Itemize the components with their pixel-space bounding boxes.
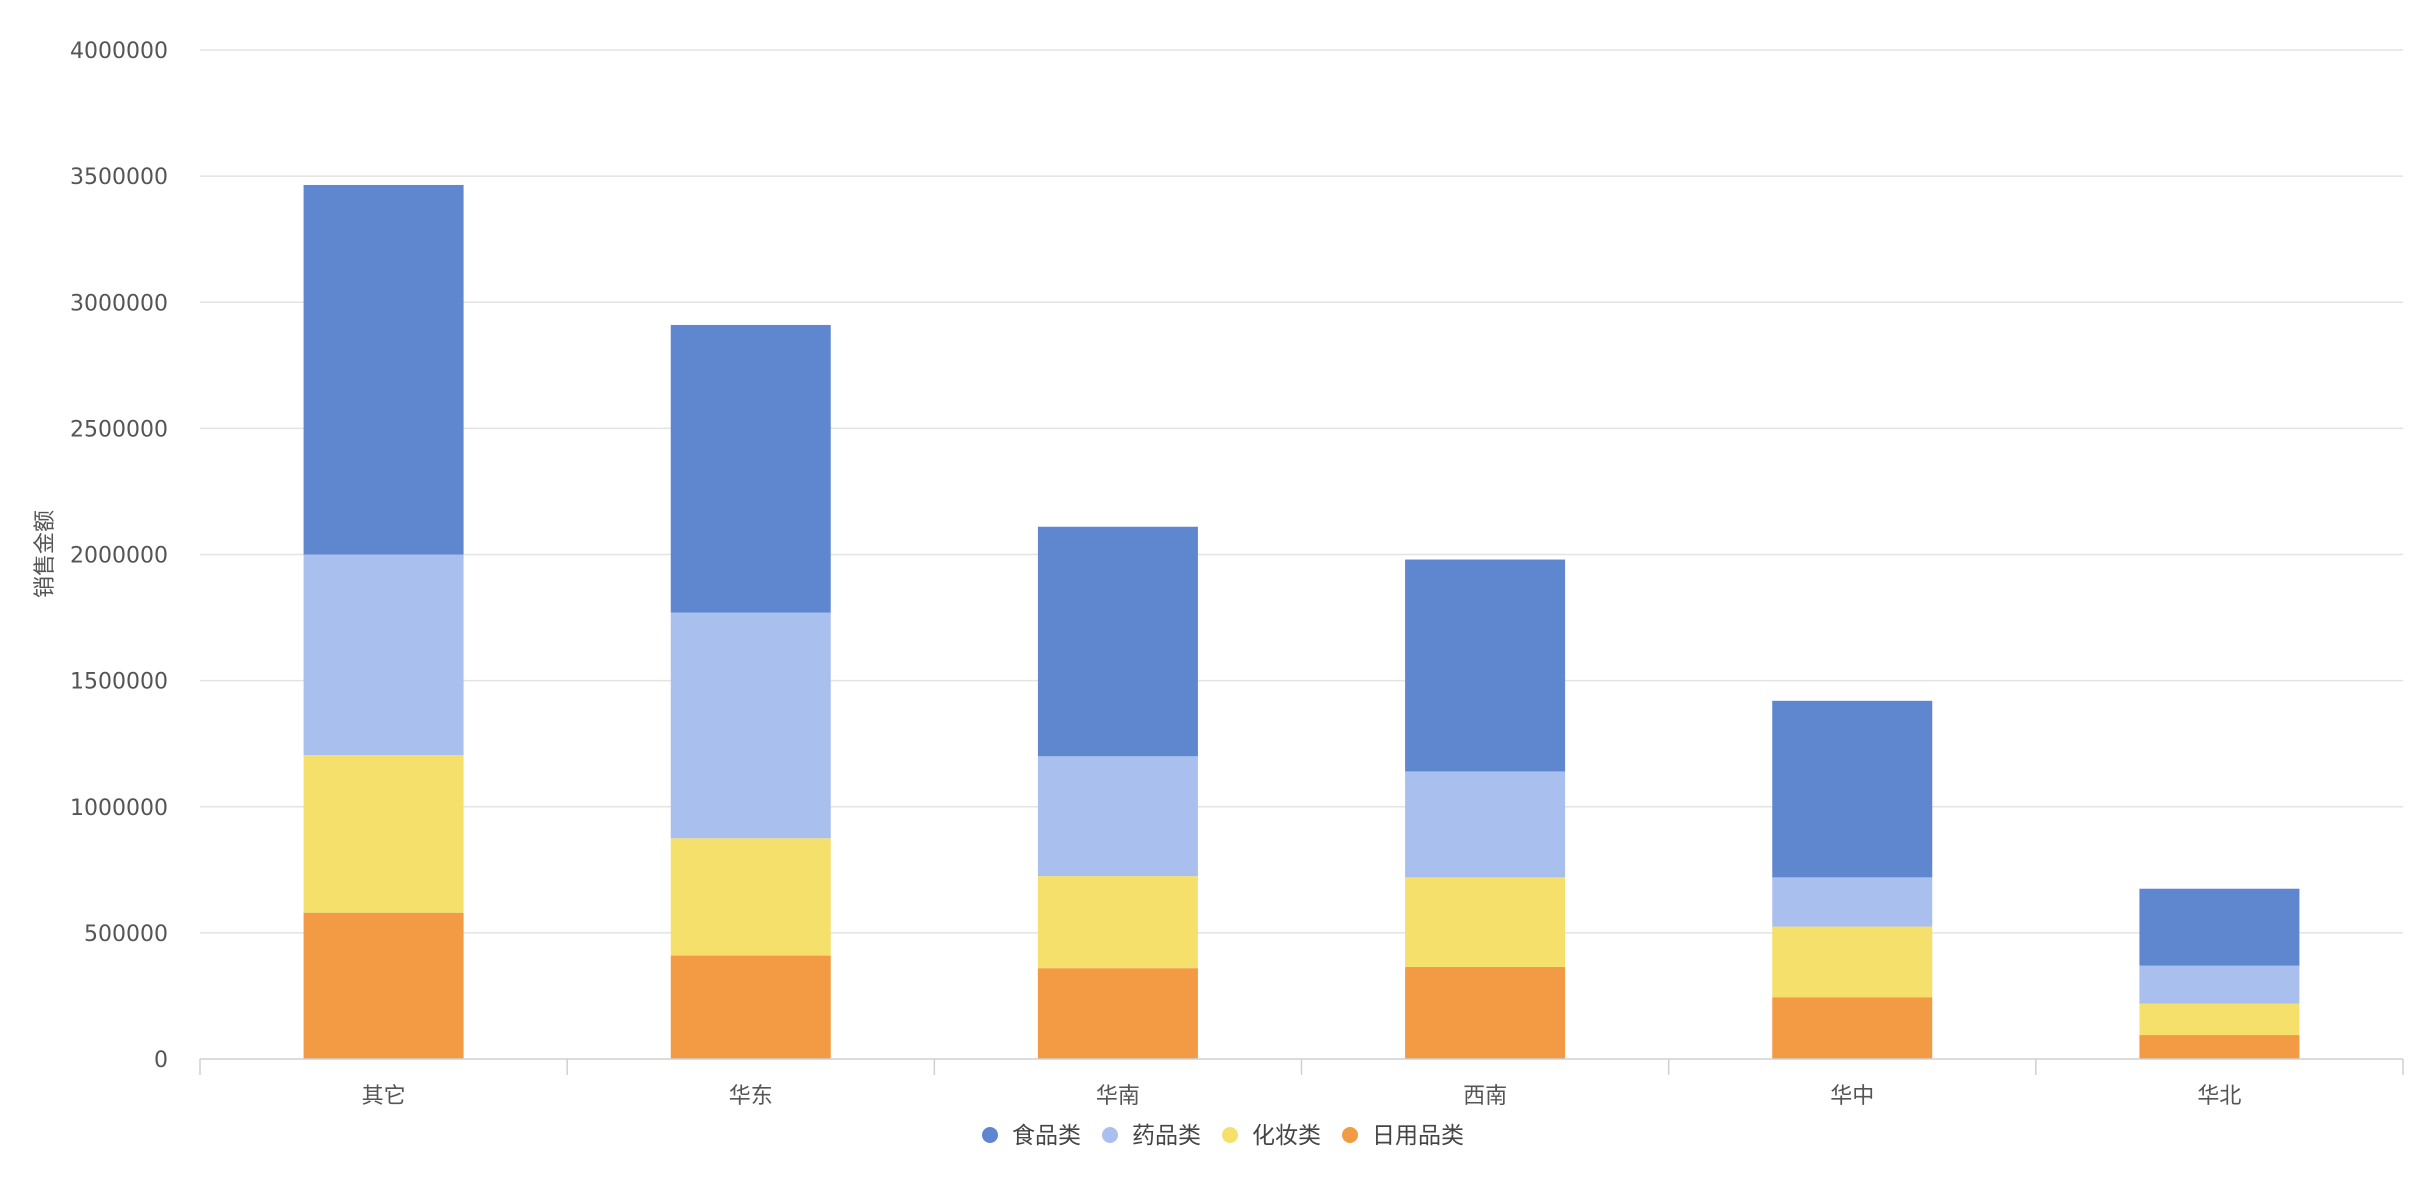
bar-segment[interactable] <box>303 755 464 913</box>
x-tick-label: 其它 <box>362 1084 406 1109</box>
x-tick-label: 华北 <box>2197 1084 2241 1109</box>
bars-layer <box>303 184 2300 1059</box>
legend-label[interactable]: 日用品类 <box>1372 1123 1464 1149</box>
y-tick-label: 0 <box>154 1048 168 1073</box>
bar-segment[interactable] <box>1405 877 1566 967</box>
legend-label[interactable]: 药品类 <box>1132 1123 1201 1149</box>
legend-marker <box>982 1127 998 1143</box>
bar-segment[interactable] <box>2139 965 2300 1004</box>
legend: 食品类 药品类 化妆类 日用品类 <box>982 1123 1464 1149</box>
y-tick-label: 2500000 <box>70 417 168 442</box>
bar-segment[interactable] <box>2139 888 2300 966</box>
y-tick-label: 500000 <box>84 922 168 947</box>
bar-segment[interactable] <box>2139 1035 2300 1059</box>
grid-layer <box>200 49 2403 934</box>
bar-segment[interactable] <box>303 912 464 1059</box>
bar-segment[interactable] <box>1772 926 1933 998</box>
x-tick-label: 华南 <box>1096 1084 1140 1109</box>
x-tick-label: 华中 <box>1830 1084 1874 1109</box>
y-tick-label: 3500000 <box>70 165 168 190</box>
bar-segment[interactable] <box>1037 968 1198 1059</box>
x-tick-label: 西南 <box>1463 1084 1507 1109</box>
y-axis-label: 销售金额 <box>33 510 58 598</box>
legend-label[interactable]: 化妆类 <box>1252 1123 1321 1149</box>
x-tick-label: 华东 <box>729 1084 773 1109</box>
bar-segment[interactable] <box>1772 877 1933 927</box>
legend-label[interactable]: 食品类 <box>1012 1123 1081 1149</box>
y-tick-label: 3000000 <box>70 291 168 316</box>
bar-segment[interactable] <box>1772 700 1933 878</box>
bar-segment[interactable] <box>1405 966 1566 1059</box>
bar-segment[interactable] <box>670 838 831 956</box>
bar-segment[interactable] <box>303 554 464 756</box>
bar-segment[interactable] <box>303 184 464 555</box>
y-tick-label: 4000000 <box>70 39 168 64</box>
bar-segment[interactable] <box>1037 876 1198 969</box>
bar-segment[interactable] <box>1037 756 1198 877</box>
y-axis-ticks: 0 500000 1000000 1500000 2000000 2500000 30000… <box>70 39 168 1073</box>
bar-segment[interactable] <box>1037 526 1198 757</box>
x-axis: 其它 华东 华南 西南 华中 华北 <box>199 1058 2404 1109</box>
legend-marker <box>1342 1127 1358 1143</box>
y-tick-label: 1500000 <box>70 670 168 695</box>
legend-marker <box>1222 1127 1238 1143</box>
bar-segment[interactable] <box>1772 997 1933 1059</box>
bar-segment[interactable] <box>1405 559 1566 772</box>
bar-segment[interactable] <box>2139 1003 2300 1036</box>
legend-marker <box>1102 1127 1118 1143</box>
bar-segment[interactable] <box>670 324 831 613</box>
y-tick-label: 1000000 <box>70 796 168 821</box>
bar-segment[interactable] <box>670 955 831 1059</box>
bar-segment[interactable] <box>670 612 831 839</box>
bar-segment[interactable] <box>1405 771 1566 878</box>
y-tick-label: 2000000 <box>70 544 168 569</box>
